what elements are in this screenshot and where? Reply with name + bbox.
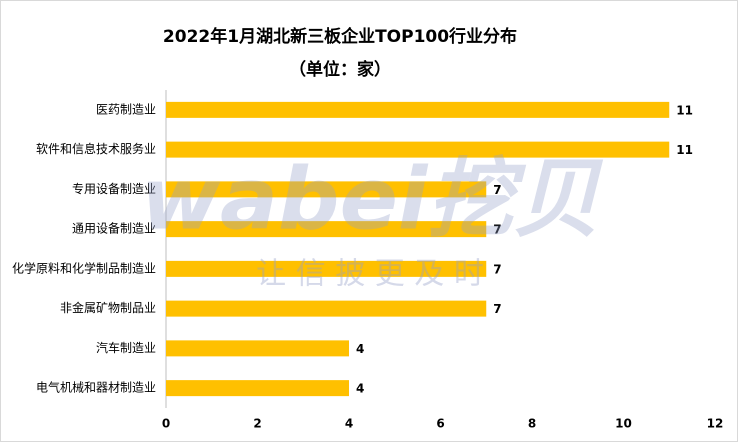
plot-area: 0 2 4 6 8 10 12 医药制造业 11 软件和信息技术服务业 11 专用设备制造业 7 通用设备… xyxy=(12,90,723,431)
data-label: 4 xyxy=(356,382,364,396)
data-label: 11 xyxy=(676,103,693,117)
y-tick-label: 通用设备制造业 xyxy=(72,222,156,236)
y-tick-label: 软件和信息技术服务业 xyxy=(36,141,156,156)
bar xyxy=(166,380,349,397)
data-label: 7 xyxy=(493,223,501,237)
y-tick-label: 专用设备制造业 xyxy=(72,181,156,196)
chart-title: 2022年1月湖北新三板企业TOP100行业分布 xyxy=(163,26,517,47)
bar xyxy=(166,300,487,317)
x-tick-label: 4 xyxy=(345,417,353,431)
x-tick-label: 8 xyxy=(528,417,536,431)
y-tick-label: 医药制造业 xyxy=(96,102,156,116)
bar xyxy=(166,141,670,158)
y-tick-label: 电气机械和器材制造业 xyxy=(36,380,156,395)
data-label: 7 xyxy=(493,302,501,316)
x-tick-label: 0 xyxy=(162,417,170,431)
bar xyxy=(166,181,487,198)
x-tick-label: 12 xyxy=(707,417,724,431)
watermark-slogan: 让 信 披 更 及 时 xyxy=(256,257,484,292)
chart-subtitle: （单位：家） xyxy=(289,59,391,80)
bar xyxy=(166,101,670,118)
y-tick-label: 非金属矿物制品业 xyxy=(60,300,156,315)
x-tick-label: 6 xyxy=(436,417,444,431)
watermark-brand: wabei挖贝 xyxy=(141,149,604,249)
x-tick-label: 2 xyxy=(253,417,261,431)
data-label: 11 xyxy=(676,143,693,157)
x-tick-label: 10 xyxy=(615,417,632,431)
y-tick-label: 汽车制造业 xyxy=(96,340,156,355)
bar xyxy=(166,221,487,238)
data-label: 7 xyxy=(493,262,501,276)
bar xyxy=(166,340,349,357)
y-tick-label: 化学原料和化学制品制造业 xyxy=(12,260,156,275)
bar xyxy=(166,260,487,277)
data-label: 4 xyxy=(356,342,364,356)
data-label: 7 xyxy=(493,183,501,197)
